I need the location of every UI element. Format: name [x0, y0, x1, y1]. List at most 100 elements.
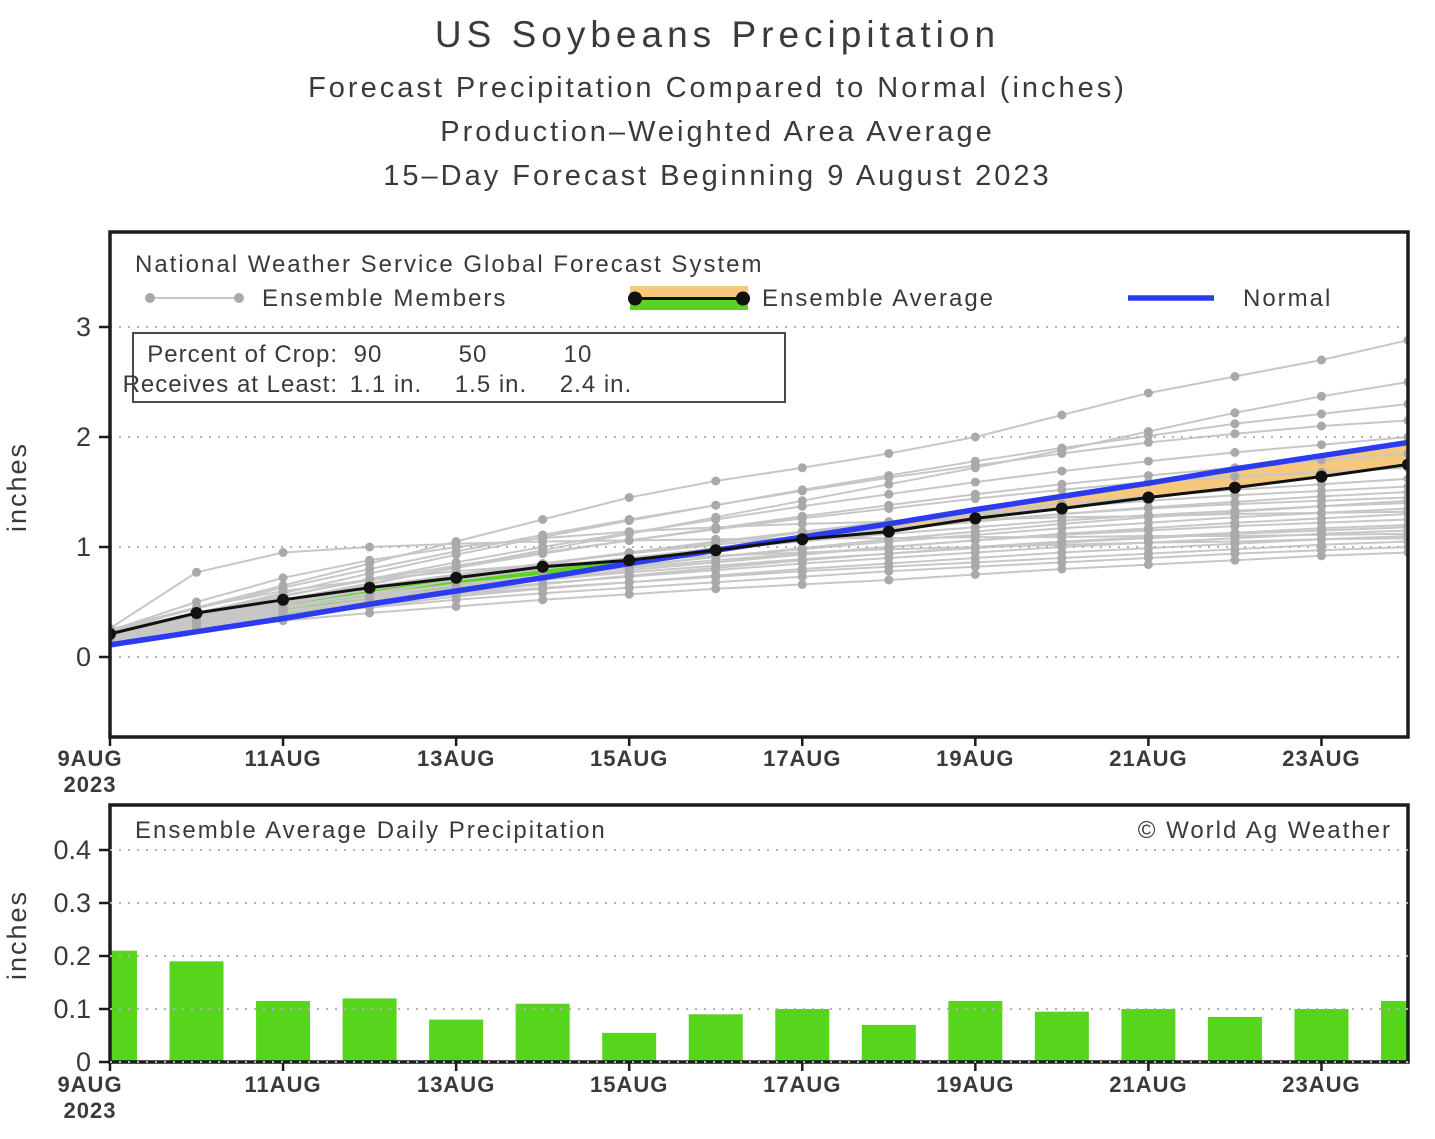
ensemble-member-dot	[1230, 429, 1240, 439]
ensemble-member-dot	[1143, 532, 1153, 542]
ensemble-member-dot	[624, 589, 634, 599]
legend-ensemble-average-label: Ensemble Average	[762, 285, 995, 312]
x-axis-year-label: 2023	[64, 772, 117, 797]
daily-precip-bar	[515, 1003, 570, 1062]
ensemble-member-dot	[451, 562, 461, 572]
ensemble-member-dot	[797, 579, 807, 589]
ensemble-member-dot	[1316, 440, 1326, 450]
crop-info-box: Percent of Crop: 90 50 10 Receives at Le…	[123, 332, 786, 403]
ensemble-member-dot	[624, 529, 634, 539]
ensemble-member-dot	[1316, 508, 1326, 518]
y-tick-label: 0.2	[53, 941, 91, 971]
ensemble-member-dot	[278, 548, 288, 557]
ensemble-member-dot	[1316, 355, 1326, 365]
ensemble-member-dot	[970, 527, 980, 537]
ensemble-member-dot	[1057, 466, 1067, 476]
daily-precip-bar	[602, 1032, 657, 1062]
ensemble-average-dot	[1315, 470, 1328, 483]
ensemble-member-dot	[624, 516, 634, 526]
ensemble-member-dot	[538, 515, 548, 524]
ensemble-member-dot	[1230, 447, 1240, 457]
ensemble-member-dot	[884, 449, 894, 458]
ensemble-average-dot	[969, 512, 982, 525]
y-tick-label: 0	[76, 1047, 91, 1077]
ensemble-average-dot	[1055, 502, 1068, 515]
x-tick-label: 11AUG	[244, 746, 321, 771]
x-tick-label: 17AUG	[763, 746, 841, 771]
plot-border	[108, 230, 1410, 739]
ensemble-member-dot	[970, 456, 980, 466]
legend-ensemble-average-swatch	[628, 286, 750, 310]
ensemble-member-dot	[451, 537, 461, 546]
ensemble-member-dot	[1057, 537, 1067, 546]
ensemble-member-dot	[884, 575, 894, 585]
info-pct-50: 50	[459, 341, 488, 368]
y-tick-label: 0.3	[53, 888, 91, 918]
ensemble-member-dot	[711, 584, 721, 594]
ensemble-member-dot	[1143, 427, 1153, 436]
x-tick-label: 9AUG	[57, 746, 122, 771]
daily-precip-bar	[169, 961, 224, 1062]
title-block: US Soybeans Precipitation Forecast Preci…	[0, 14, 1435, 193]
x-tick-label: 13AUG	[417, 746, 495, 771]
ensemble-average-dot	[796, 533, 809, 546]
ensemble-member-line	[110, 339, 1408, 631]
ensemble-member-dot	[884, 500, 894, 510]
info-amount-90: 1.1 in.	[350, 371, 422, 398]
ensemble-member-dot	[797, 496, 807, 506]
ensemble-member-dot	[711, 476, 721, 486]
ensemble-member-dot	[1316, 409, 1326, 419]
info-pct-90: 90	[354, 341, 383, 368]
x-tick-label: 19AUG	[936, 1072, 1014, 1097]
daily-precip-bar	[342, 998, 397, 1062]
ensemble-member-dot	[711, 512, 721, 522]
ensemble-member-dot	[365, 542, 375, 552]
ensemble-member-dot	[1143, 388, 1153, 398]
ensemble-member-dot	[1057, 519, 1067, 529]
x-tick-label: 11AUG	[244, 1072, 321, 1097]
ensemble-member-dot	[624, 535, 634, 545]
ensemble-average-dot	[190, 607, 203, 619]
ensemble-member-line	[110, 485, 1408, 636]
y-tick-label: 1	[76, 532, 91, 562]
ensemble-member-dot	[1230, 555, 1240, 565]
ensemble-member-dot	[1230, 507, 1240, 517]
daily-precip-bar	[429, 1019, 484, 1062]
ensemble-member-dot	[1143, 512, 1153, 522]
ensemble-member-dot	[711, 523, 721, 533]
ensemble-member-dot	[884, 489, 894, 499]
y-tick-label: 0.4	[53, 835, 91, 865]
x-tick-label: 21AUG	[1109, 746, 1187, 771]
x-tick-label: 9AUG	[57, 1072, 122, 1097]
daily-precip-bar	[1207, 1016, 1262, 1062]
daily-precip-bar	[1034, 1011, 1089, 1062]
ensemble-member-dot	[1143, 456, 1153, 466]
ensemble-member-dot	[1230, 497, 1240, 507]
ensemble-average-dot	[709, 544, 722, 557]
ensemble-member-line	[110, 551, 1408, 642]
y-tick-label: 2	[76, 422, 91, 452]
y-tick-label: 3	[76, 312, 91, 342]
daily-precip-bar	[775, 1009, 830, 1062]
ensemble-average-dot	[450, 571, 463, 584]
daily-precip-bar	[861, 1024, 916, 1062]
ensemble-member-dot	[278, 573, 288, 583]
ensemble-member-dot	[797, 511, 807, 521]
ensemble-member-dot	[192, 567, 202, 577]
ensemble-member-dot	[1057, 410, 1067, 420]
ensemble-member-dot	[1230, 408, 1240, 418]
ensemble-member-line	[110, 499, 1408, 642]
ensemble-member-dot	[1143, 438, 1153, 447]
ensemble-average-dot	[536, 560, 549, 573]
ensemble-member-dot	[1316, 391, 1326, 401]
ensemble-member-dot	[797, 463, 807, 473]
daily-precip-bar	[1294, 1009, 1349, 1062]
ensemble-member-line	[110, 436, 1408, 635]
ensemble-member-dot	[884, 479, 894, 489]
ensemble-member-dot	[1316, 486, 1326, 496]
subtitle-area-average: Production–Weighted Area Average	[440, 116, 995, 148]
ensemble-member-dot	[1316, 421, 1326, 431]
daily-precip-bar	[1381, 1001, 1408, 1062]
ensemble-average-dot	[363, 581, 376, 594]
ensemble-member-dot	[538, 532, 548, 542]
